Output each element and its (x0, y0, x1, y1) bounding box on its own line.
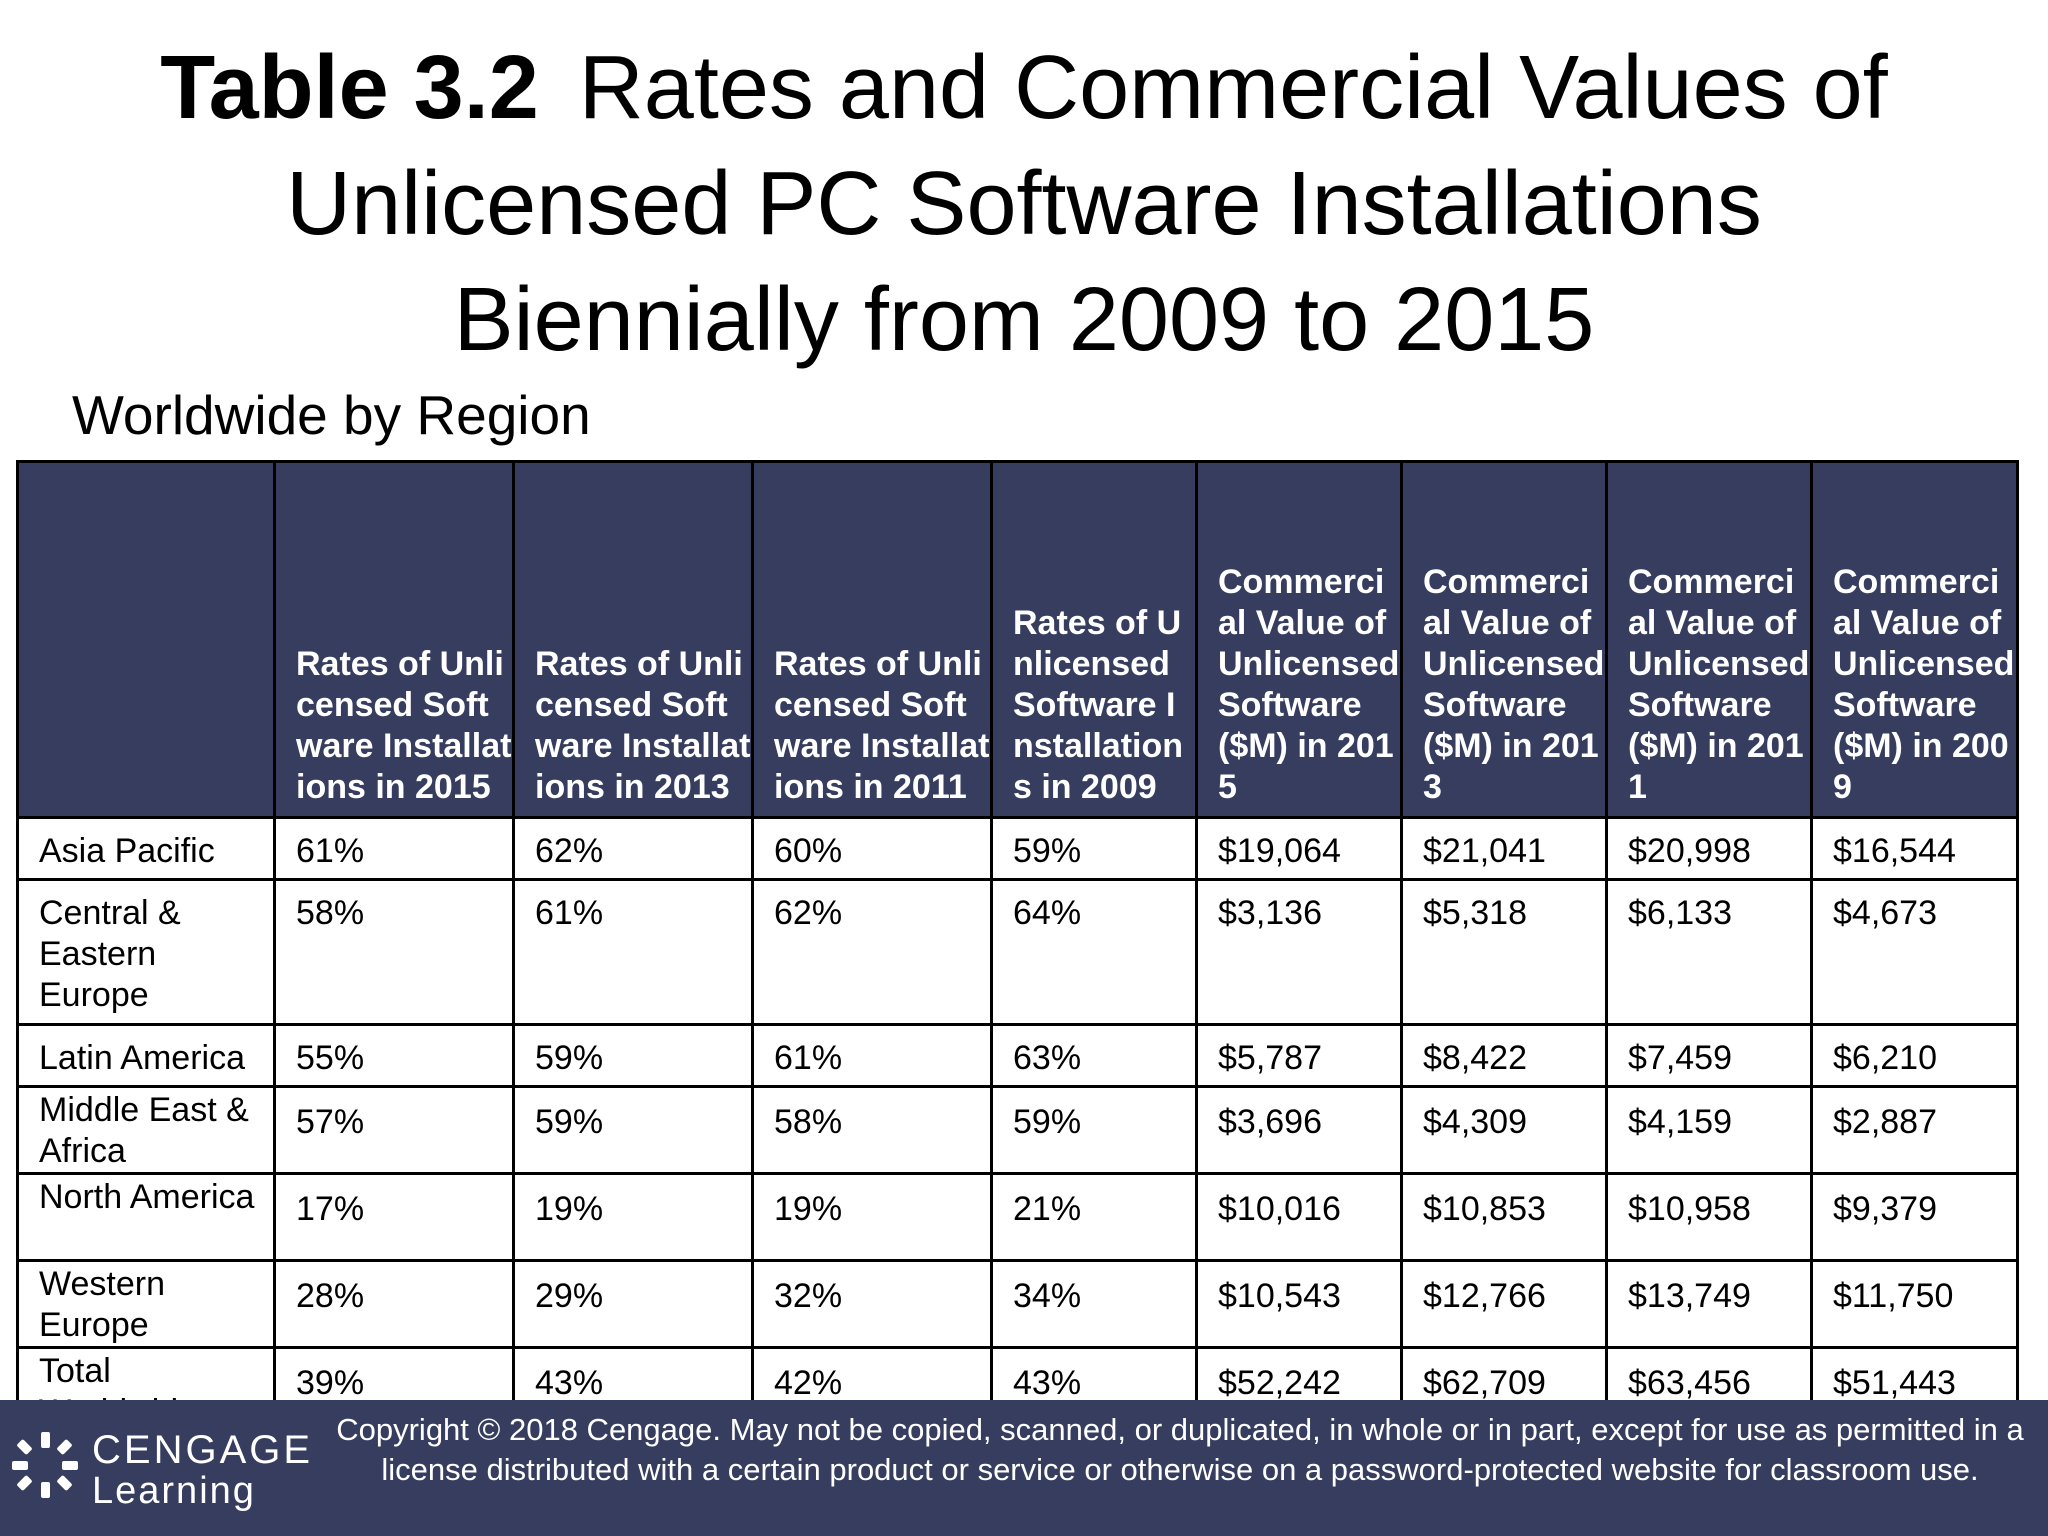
table-cell: $6,133 (1605, 878, 1813, 1026)
table-cell: $3,136 (1195, 878, 1403, 1026)
header-cell: Commercial Value of Unlicensed Software … (1400, 460, 1608, 819)
table-cell: $16,544 (1810, 816, 2019, 881)
cengage-logo-icon (12, 1432, 78, 1498)
table-cell: $21,041 (1400, 816, 1608, 881)
header-cell: Commercial Value of Unlicensed Software … (1810, 460, 2019, 819)
header-cell: Rates of Unlicensed Software Installatio… (512, 460, 754, 819)
table-cell: $3,696 (1195, 1085, 1403, 1175)
table-cell: 61% (273, 816, 515, 881)
table-cell: 61% (512, 878, 754, 1026)
table-number: Table 3.2 (160, 38, 539, 138)
table-cell: $20,998 (1605, 816, 1813, 881)
region-cell: Latin America (16, 1023, 276, 1088)
table-cell: $12,766 (1400, 1259, 1608, 1349)
subtitle: Worldwide by Region (72, 384, 591, 446)
table-cell: 55% (273, 1023, 515, 1088)
copyright-notice: Copyright © 2018 Cengage. May not be cop… (336, 1412, 2024, 1487)
table-cell: 62% (751, 878, 993, 1026)
header-cell: Rates of Unlicensed Software Installatio… (990, 460, 1198, 819)
table-cell: 63% (990, 1023, 1198, 1088)
table-cell: $11,750 (1810, 1259, 2019, 1349)
table-cell: 32% (751, 1259, 993, 1349)
table-cell: 19% (512, 1172, 754, 1262)
table-cell: 60% (751, 816, 993, 881)
table-row: Western Europe 28% 29% 32% 34% $10,543 $… (16, 1259, 2019, 1349)
table-cell: $19,064 (1195, 816, 1403, 881)
header-cell: Commercial Value of Unlicensed Software … (1605, 460, 1813, 819)
table-cell: $6,210 (1810, 1023, 2019, 1088)
region-cell: Middle East & Africa (16, 1085, 276, 1175)
table-row: Middle East & Africa 57% 59% 58% 59% $3,… (16, 1085, 2019, 1175)
table-cell: 59% (990, 1085, 1198, 1175)
table-cell: $13,749 (1605, 1259, 1813, 1349)
header-row: Rates of Unlicensed Software Installatio… (16, 460, 2019, 819)
table-cell: $10,958 (1605, 1172, 1813, 1262)
table-cell: 17% (273, 1172, 515, 1262)
logo-wordmark-top: CENGAGE (92, 1428, 314, 1472)
table-cell: $7,459 (1605, 1023, 1813, 1088)
data-table: Rates of Unlicensed Software Installatio… (16, 460, 2019, 1436)
slide-title: Table 3.2 Rates and Commercial Values of … (0, 30, 2048, 378)
table-row: Latin America 55% 59% 61% 63% $5,787 $8,… (16, 1023, 2019, 1088)
table-cell: 62% (512, 816, 754, 881)
table-cell: $10,016 (1195, 1172, 1403, 1262)
table-row: Central & Eastern Europe 58% 61% 62% 64%… (16, 878, 2019, 1026)
table-cell: $4,673 (1810, 878, 2019, 1026)
table-cell: 59% (512, 1023, 754, 1088)
table-cell: 19% (751, 1172, 993, 1262)
table-cell: $5,787 (1195, 1023, 1403, 1088)
table-cell: 29% (512, 1259, 754, 1349)
table-cell: $2,887 (1810, 1085, 2019, 1175)
header-cell-region (16, 460, 276, 819)
table-row: Asia Pacific 61% 62% 60% 59% $19,064 $21… (16, 816, 2019, 881)
table-cell: 21% (990, 1172, 1198, 1262)
region-cell: Western Europe (16, 1259, 276, 1349)
table-cell: 61% (751, 1023, 993, 1088)
table-row: North America 17% 19% 19% 21% $10,016 $1… (16, 1172, 2019, 1262)
table-cell: 59% (512, 1085, 754, 1175)
title-line-2: Unlicensed PC Software Installations (286, 154, 1762, 254)
table-cell: $4,159 (1605, 1085, 1813, 1175)
header-cell: Commercial Value of Unlicensed Software … (1195, 460, 1403, 819)
table-cell: $9,379 (1810, 1172, 2019, 1262)
table-cell: 57% (273, 1085, 515, 1175)
table-cell: 58% (751, 1085, 993, 1175)
table-cell: $10,853 (1400, 1172, 1608, 1262)
region-cell: North America (16, 1172, 276, 1262)
title-line-3: Biennially from 2009 to 2015 (453, 270, 1595, 370)
region-cell: Central & Eastern Europe (16, 878, 276, 1026)
title-line-1: Rates and Commercial Values of (578, 38, 1888, 138)
table-cell: 64% (990, 878, 1198, 1026)
table-cell: $4,309 (1400, 1085, 1608, 1175)
table-cell: 58% (273, 878, 515, 1026)
table-cell: $8,422 (1400, 1023, 1608, 1088)
table-cell: 59% (990, 816, 1198, 881)
header-cell: Rates of Unlicensed Software Installatio… (273, 460, 515, 819)
cengage-logo: CENGAGE Learning (10, 1422, 310, 1517)
logo-wordmark-bottom: Learning (92, 1470, 256, 1512)
table-cell: $5,318 (1400, 878, 1608, 1026)
header-cell: Rates of Unlicensed Software Installatio… (751, 460, 993, 819)
footer-bar: CENGAGE Learning Copyright © 2018 Cengag… (0, 1400, 2048, 1536)
table-cell: 34% (990, 1259, 1198, 1349)
region-cell: Asia Pacific (16, 816, 276, 881)
table-cell: 28% (273, 1259, 515, 1349)
table-cell: $10,543 (1195, 1259, 1403, 1349)
